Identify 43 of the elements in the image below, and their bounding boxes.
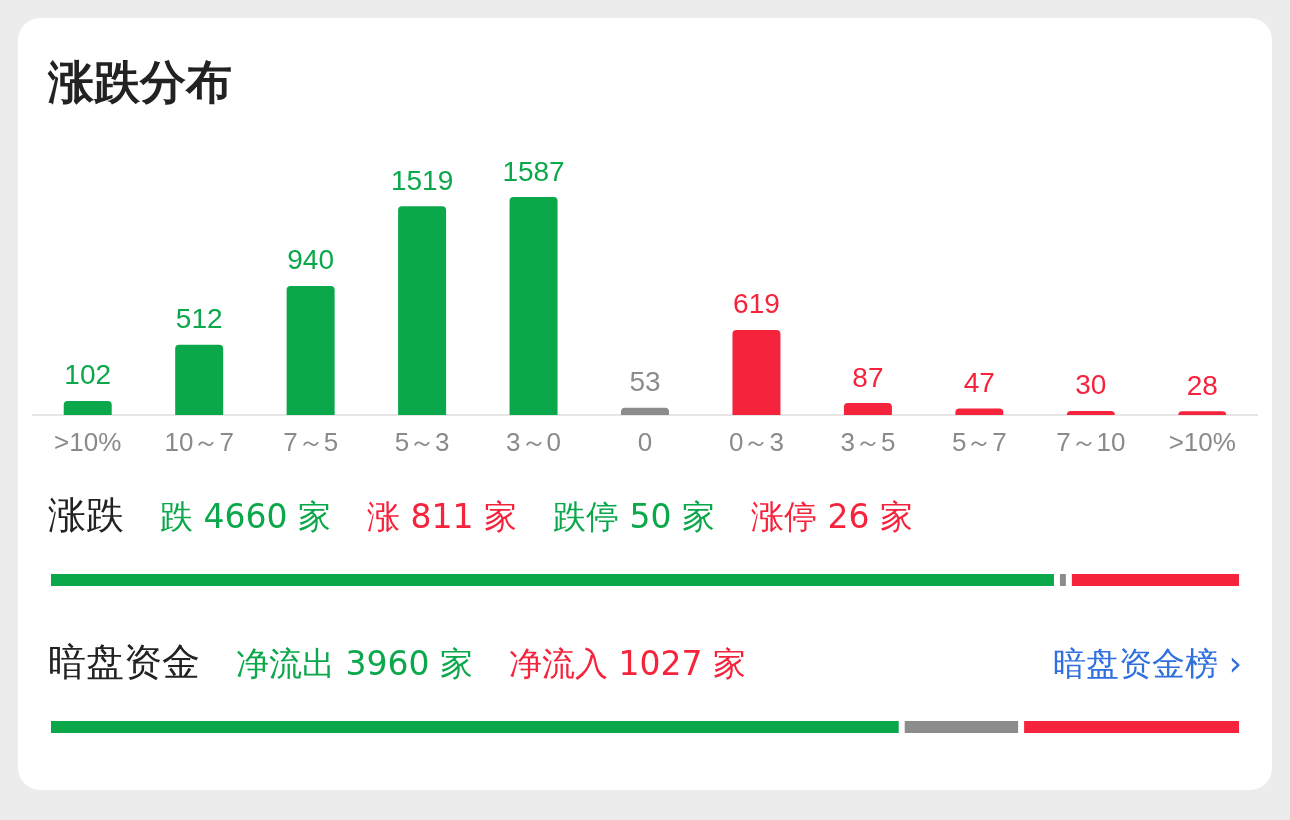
text: 暗盘资金榜 › xyxy=(1053,643,1242,685)
chart-title: 涨跌分布 xyxy=(48,54,232,111)
text: 涨停 26 家 xyxy=(750,496,913,538)
data-label: 512 xyxy=(175,303,223,335)
data-label: 940 xyxy=(287,244,334,276)
data-label: 30 xyxy=(1075,369,1107,401)
data-label: 87 xyxy=(852,361,884,393)
bar xyxy=(955,408,1004,415)
x-tick-label: 7～10 xyxy=(1056,427,1126,457)
bar xyxy=(398,206,447,415)
bar xyxy=(63,400,112,415)
x-tick-label: 10～7 xyxy=(164,427,234,457)
text: 净流入 1027 家 xyxy=(508,643,746,685)
bar xyxy=(1066,410,1115,415)
x-tick-label: 0～3 xyxy=(728,427,784,457)
chart-title: 暗盘资金 xyxy=(48,639,200,686)
text: 净流出 3960 家 xyxy=(236,643,473,685)
data-label: 1519 xyxy=(390,164,454,196)
text: 跌 4660 家 xyxy=(160,496,331,538)
bar xyxy=(843,403,892,415)
x-tick-label: 0 xyxy=(637,427,653,457)
bar xyxy=(175,344,224,415)
data-label: 102 xyxy=(64,359,112,391)
bar xyxy=(509,197,558,415)
bar xyxy=(732,329,781,415)
data-label: 619 xyxy=(733,288,780,320)
bar xyxy=(286,285,335,415)
data-label: 28 xyxy=(1186,369,1218,401)
text: 涨 811 家 xyxy=(366,496,517,538)
x-tick-label: 7～5 xyxy=(283,427,339,457)
x-tick-label: 5～7 xyxy=(951,427,1007,457)
data-label: 1587 xyxy=(502,155,565,187)
bar xyxy=(1178,411,1227,415)
text: 跌停 50 家 xyxy=(552,496,715,538)
x-tick-label: 3～0 xyxy=(506,427,562,457)
data-label: 53 xyxy=(629,366,661,398)
x-tick-label: >10% xyxy=(1168,427,1236,457)
x-tick-label: 3～5 xyxy=(840,427,896,457)
bar xyxy=(621,407,669,415)
data-label: 47 xyxy=(963,367,995,399)
x-tick-label: >10% xyxy=(54,427,122,457)
x-tick-label: 5～3 xyxy=(394,427,450,457)
chart-title: 涨跌 xyxy=(48,492,124,539)
